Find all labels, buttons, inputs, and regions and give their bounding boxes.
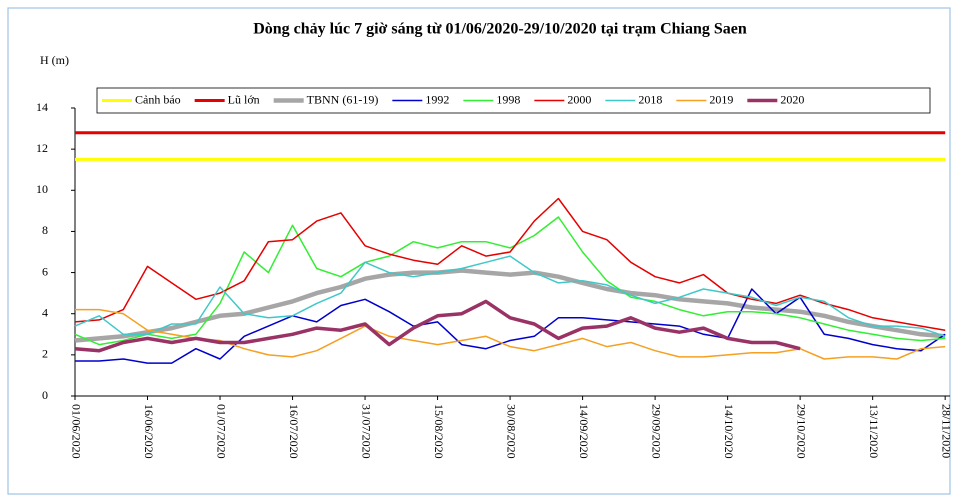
x-tick-label: 01/07/2020 xyxy=(214,404,228,459)
y-axis-label: H (m) xyxy=(40,53,69,67)
x-tick-label: 13/11/2020 xyxy=(867,404,881,458)
legend-label: 2018 xyxy=(638,92,662,106)
y-tick-label: 0 xyxy=(42,388,48,402)
x-tick-label: 30/08/2020 xyxy=(504,404,518,459)
x-tick-label: 15/08/2020 xyxy=(432,404,446,459)
series-line xyxy=(74,268,946,343)
x-tick-label: 14/10/2020 xyxy=(722,404,736,459)
series-line xyxy=(74,299,801,353)
chart-title: Dòng chảy lúc 7 giờ sáng từ 01/06/2020-2… xyxy=(253,21,747,38)
series-line xyxy=(74,197,946,331)
y-tick-label: 4 xyxy=(42,305,48,319)
x-tick-label: 29/09/2020 xyxy=(649,404,663,459)
x-tick-label: 31/07/2020 xyxy=(359,404,373,459)
x-tick-label: 16/07/2020 xyxy=(287,404,301,459)
series-line xyxy=(74,255,946,338)
legend-box xyxy=(96,87,931,114)
series-line xyxy=(74,216,946,346)
y-tick-label: 6 xyxy=(42,264,48,278)
y-tick-label: 8 xyxy=(42,223,48,237)
x-tick-label: 29/10/2020 xyxy=(794,404,808,459)
y-tick-label: 14 xyxy=(36,100,48,114)
legend-label: 2000 xyxy=(567,92,591,106)
legend-label: 2020 xyxy=(780,92,804,106)
y-tick-label: 12 xyxy=(36,141,48,155)
x-tick-label: 28/11/2020 xyxy=(939,404,953,458)
chart-border xyxy=(7,7,951,495)
legend-label: TBNN (61-19) xyxy=(307,92,379,106)
y-tick-label: 2 xyxy=(42,347,48,361)
x-tick-label: 01/06/2020 xyxy=(69,404,83,459)
legend-label: 2019 xyxy=(709,92,733,106)
legend-label: 1998 xyxy=(496,92,520,106)
legend-label: Cảnh báo xyxy=(135,92,181,106)
legend-label: Lũ lớn xyxy=(228,92,260,106)
x-tick-label: 16/06/2020 xyxy=(142,404,156,459)
x-tick-label: 14/09/2020 xyxy=(577,404,591,459)
y-tick-label: 10 xyxy=(36,182,48,196)
legend-label: 1992 xyxy=(425,92,449,106)
